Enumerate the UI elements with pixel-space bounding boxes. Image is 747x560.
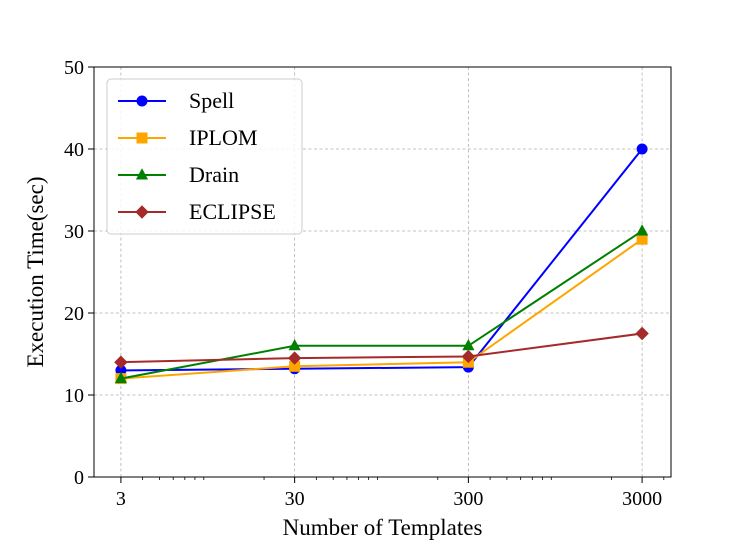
plot-frame — [93, 66, 672, 478]
series-line-eclipse — [120, 332, 643, 364]
data-point-spell-3000 — [636, 143, 648, 155]
legend-marker-drain — [135, 168, 149, 180]
y-tick-label-20: 20 — [64, 303, 84, 325]
data-point-iplom-3000 — [636, 233, 648, 245]
x-tick-label-300: 300 — [453, 488, 483, 510]
y-tick-label-50: 50 — [64, 57, 84, 79]
legend-marker-eclipse — [135, 205, 149, 219]
legend-marker-spell — [136, 95, 148, 107]
data-point-eclipse-30 — [287, 351, 302, 365]
y-tick-label-10: 10 — [64, 385, 84, 407]
y-tick-label-0: 0 — [74, 467, 84, 489]
series-line-drain — [120, 230, 643, 380]
series-line-iplom — [120, 238, 643, 380]
axes: 3 30 300 3000 0 10 20 30 40 50 — [64, 57, 672, 510]
legend-marker-iplom — [136, 132, 148, 144]
data-point-drain-30 — [288, 338, 301, 351]
data-point-drain-3 — [114, 371, 127, 384]
x-tick-label-3000: 3000 — [622, 488, 662, 510]
y-tick-label-40: 40 — [64, 139, 84, 161]
data-point-eclipse-300 — [461, 349, 476, 364]
y-axis-title: Execution Time(sec) — [23, 177, 48, 368]
x-axis-title: Number of Templates — [283, 515, 483, 540]
legend-label-eclipse: ECLIPSE — [189, 199, 276, 224]
x-tick-label-30: 30 — [285, 488, 305, 510]
legend-label-iplom: IPLOM — [189, 125, 257, 150]
y-tick-label-30: 30 — [64, 221, 84, 243]
legend-label-drain: Drain — [189, 162, 239, 187]
x-tick-label-3: 3 — [116, 488, 126, 510]
data-point-drain-3000 — [636, 224, 649, 236]
data-point-eclipse-3000 — [635, 326, 649, 341]
data-point-eclipse-3 — [114, 355, 128, 369]
legend-box — [106, 78, 303, 235]
series-line-spell — [120, 148, 643, 372]
legend: Spell IPLOM Drain ECLIPSE — [106, 78, 303, 235]
legend-label-spell: Spell — [189, 88, 234, 113]
series-layer — [114, 143, 649, 385]
